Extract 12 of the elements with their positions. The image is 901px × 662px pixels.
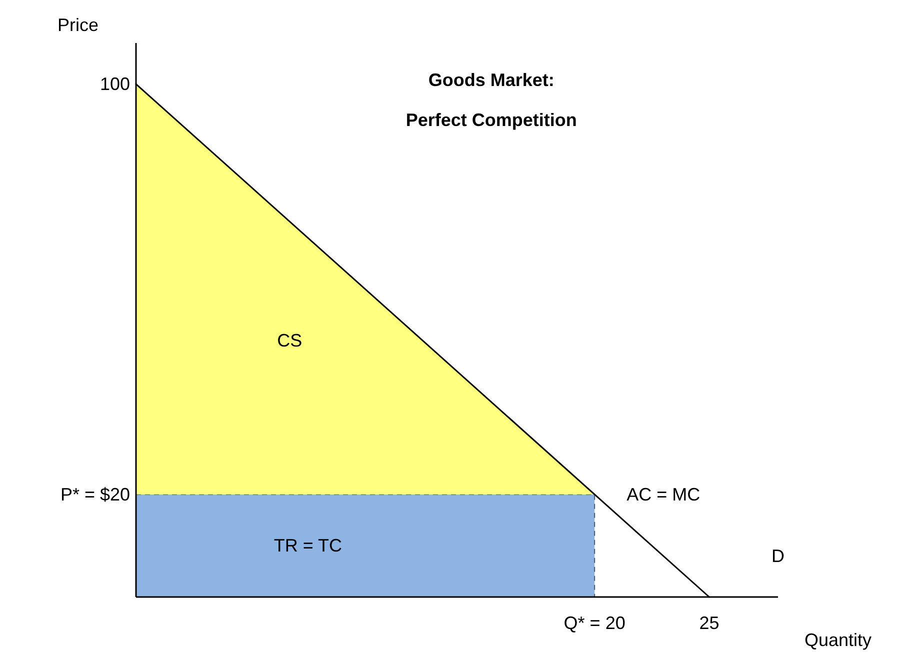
y-axis-title: Price (57, 15, 99, 35)
annotation: AC = MC (626, 484, 700, 504)
text: Perfect Competition (406, 110, 577, 130)
y-tick-label: 100 (100, 74, 130, 94)
text: Goods Market: (428, 70, 554, 90)
annotation: TR = TC (274, 536, 342, 556)
annotation: D (772, 546, 784, 566)
x-tick-label: Q* = 20 (564, 613, 626, 633)
annotation: CS (277, 330, 302, 351)
y-tick-label: P* = $20 (60, 484, 130, 504)
x-axis-title: Quantity (804, 630, 872, 650)
x-tick-label: 25 (699, 613, 720, 633)
